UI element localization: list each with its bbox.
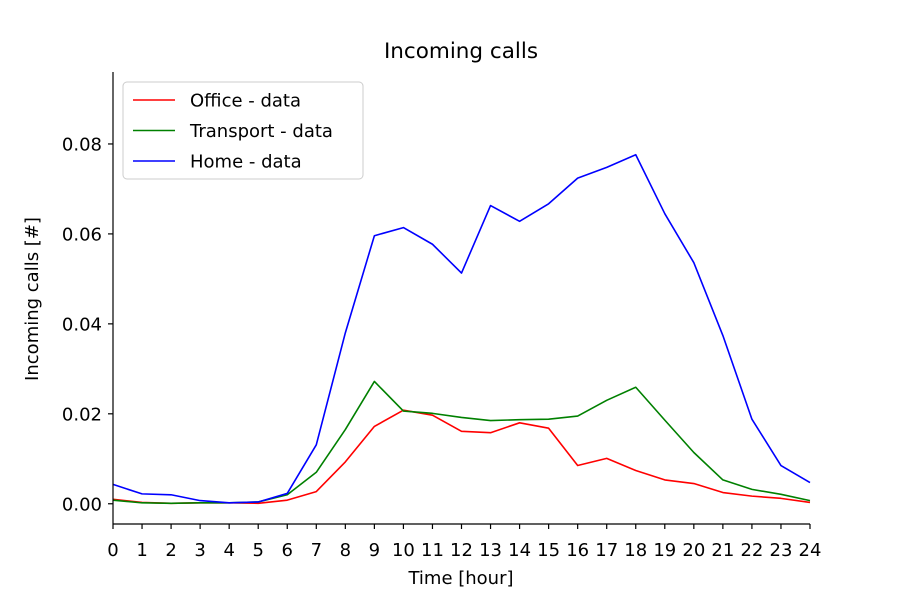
x-tick-label: 22 — [740, 540, 763, 561]
x-tick-label: 2 — [165, 540, 176, 561]
x-tick-label: 19 — [653, 540, 676, 561]
y-tick-label: 0.06 — [62, 224, 102, 245]
x-tick-label: 4 — [223, 540, 234, 561]
legend-box — [122, 81, 364, 180]
y-tick-label: 0.00 — [62, 494, 102, 515]
x-tick-label: 8 — [340, 540, 351, 561]
x-tick-label: 16 — [566, 540, 589, 561]
legend-label: Home - data — [190, 152, 302, 173]
x-tick-label: 10 — [392, 540, 415, 561]
chart-title: Incoming calls — [384, 39, 538, 64]
x-tick-label: 6 — [282, 540, 293, 561]
legend-label: Office - data — [190, 91, 301, 112]
y-axis-label: Incoming calls [#] — [22, 217, 43, 381]
x-tick-label: 20 — [682, 540, 705, 561]
x-tick-label: 12 — [450, 540, 473, 561]
x-tick-label: 15 — [537, 540, 560, 561]
x-tick-label: 11 — [421, 540, 444, 561]
x-tick-label: 7 — [311, 540, 322, 561]
series-line-office-data — [112, 409, 811, 505]
y-tick-label: 0.02 — [62, 404, 102, 425]
x-tick-label: 14 — [508, 540, 531, 561]
x-axis-ticks: 0 1 2 3 4 5 6 7 8 9 10 11 12 13 14 15 16 17 18 19 20 21 22 23 24 — [107, 524, 821, 561]
legend-label: Transport - data — [189, 121, 333, 142]
x-tick-label: 1 — [136, 540, 147, 561]
x-tick-label: 18 — [624, 540, 647, 561]
y-axis-ticks: 0.00 0.02 0.04 0.06 0.08 — [62, 134, 113, 515]
x-tick-label: 0 — [107, 540, 118, 561]
plot-area — [112, 153, 811, 505]
series-line-home-data — [112, 153, 811, 504]
x-tick-label: 13 — [479, 540, 502, 561]
x-tick-label: 23 — [770, 540, 793, 561]
series-line-transport-data — [112, 380, 811, 505]
x-axis-label: Time [hour] — [407, 568, 513, 589]
x-tick-label: 5 — [252, 540, 263, 561]
y-tick-label: 0.08 — [62, 134, 102, 155]
x-tick-label: 9 — [369, 540, 380, 561]
x-tick-label: 24 — [799, 540, 822, 561]
x-tick-label: 3 — [194, 540, 205, 561]
x-tick-label: 17 — [595, 540, 618, 561]
x-tick-label: 21 — [711, 540, 734, 561]
legend: Office - data Transport - data Home - data — [122, 81, 364, 180]
y-tick-label: 0.04 — [62, 314, 102, 335]
